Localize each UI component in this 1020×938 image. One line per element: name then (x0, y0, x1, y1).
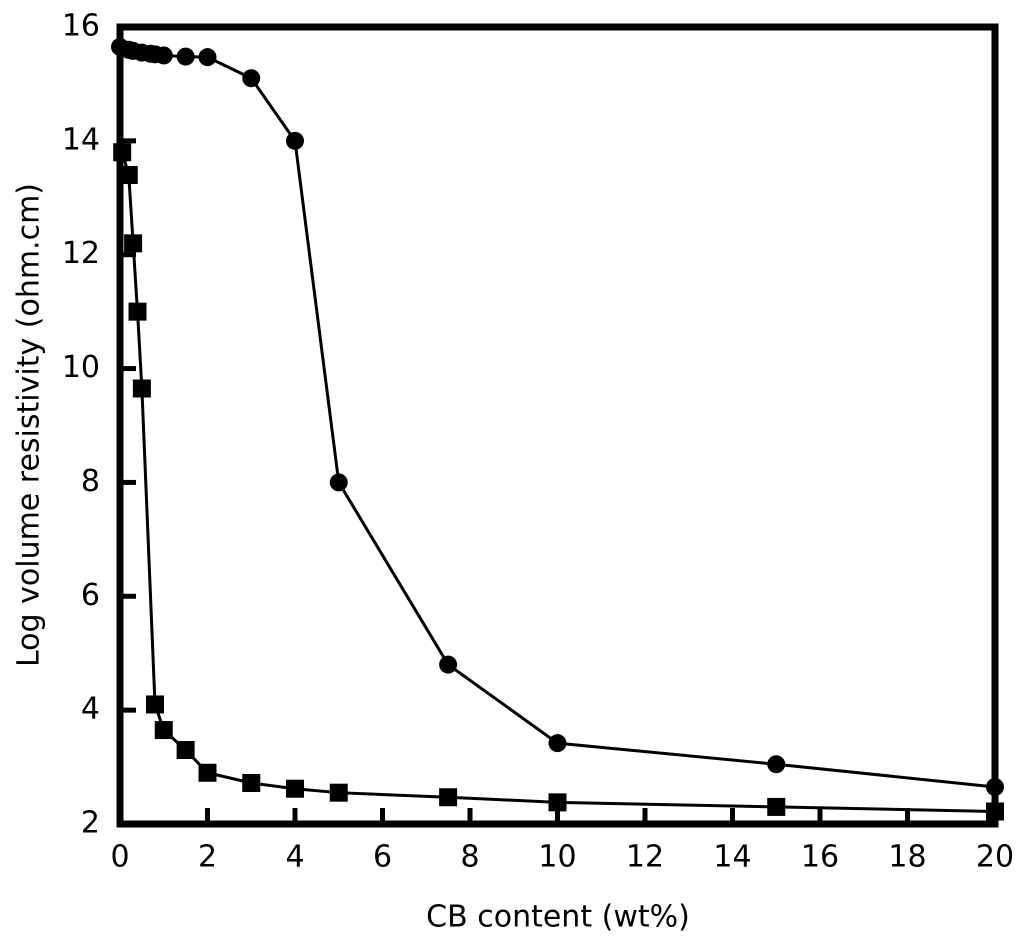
circle-marker (329, 473, 348, 492)
square-marker (124, 234, 143, 253)
circle-marker (198, 48, 217, 67)
y-tick-label: 12 (62, 236, 100, 271)
y-tick-label: 16 (62, 9, 100, 44)
square-marker (176, 740, 195, 759)
y-tick-label: 8 (81, 464, 100, 499)
y-tick-label: 4 (81, 692, 100, 727)
x-tick-label: 14 (713, 840, 751, 875)
square-marker (119, 166, 138, 185)
square-marker (128, 302, 147, 321)
square-marker (198, 763, 217, 782)
series-line (119, 45, 996, 789)
x-tick-label: 0 (110, 840, 129, 875)
x-tick-label: 2 (198, 840, 217, 875)
x-tick-label: 4 (285, 840, 304, 875)
circle-marker (286, 131, 304, 150)
x-tick-label: 8 (460, 840, 479, 875)
square-marker (329, 783, 348, 802)
circle-marker (154, 46, 173, 65)
plot-frame (116, 23, 999, 828)
circle-marker (986, 777, 1004, 796)
x-tick-label: 12 (626, 840, 664, 875)
y-tick-label: 6 (81, 578, 100, 613)
square-marker (767, 797, 786, 816)
square-marker (146, 695, 164, 714)
x-tick-label: 6 (373, 840, 392, 875)
square-marker (242, 774, 261, 793)
circle-marker (176, 47, 195, 66)
square-marker (113, 143, 132, 162)
square-marker (986, 802, 1004, 821)
circle-marker (439, 655, 458, 674)
y-tick-label: 10 (62, 350, 100, 385)
y-axis-label: Log volume resistivity (ohm.cm) (12, 183, 47, 667)
x-tick-label: 10 (538, 840, 576, 875)
x-tick-label: 18 (888, 840, 926, 875)
square-marker (154, 721, 173, 740)
x-axis-label: CB content (wt%) (426, 900, 690, 935)
x-tick-label: 16 (801, 840, 839, 875)
square-marker (132, 379, 151, 398)
square-marker (439, 788, 458, 807)
square-marker (286, 779, 304, 798)
square-marker (548, 793, 567, 812)
circle-marker (242, 69, 261, 88)
circle-marker (548, 734, 567, 753)
circle-marker (767, 755, 786, 774)
x-tick-label: 20 (976, 840, 1014, 875)
y-tick-label: 14 (62, 122, 100, 157)
y-tick-label: 2 (81, 806, 100, 841)
series-line (120, 151, 996, 813)
